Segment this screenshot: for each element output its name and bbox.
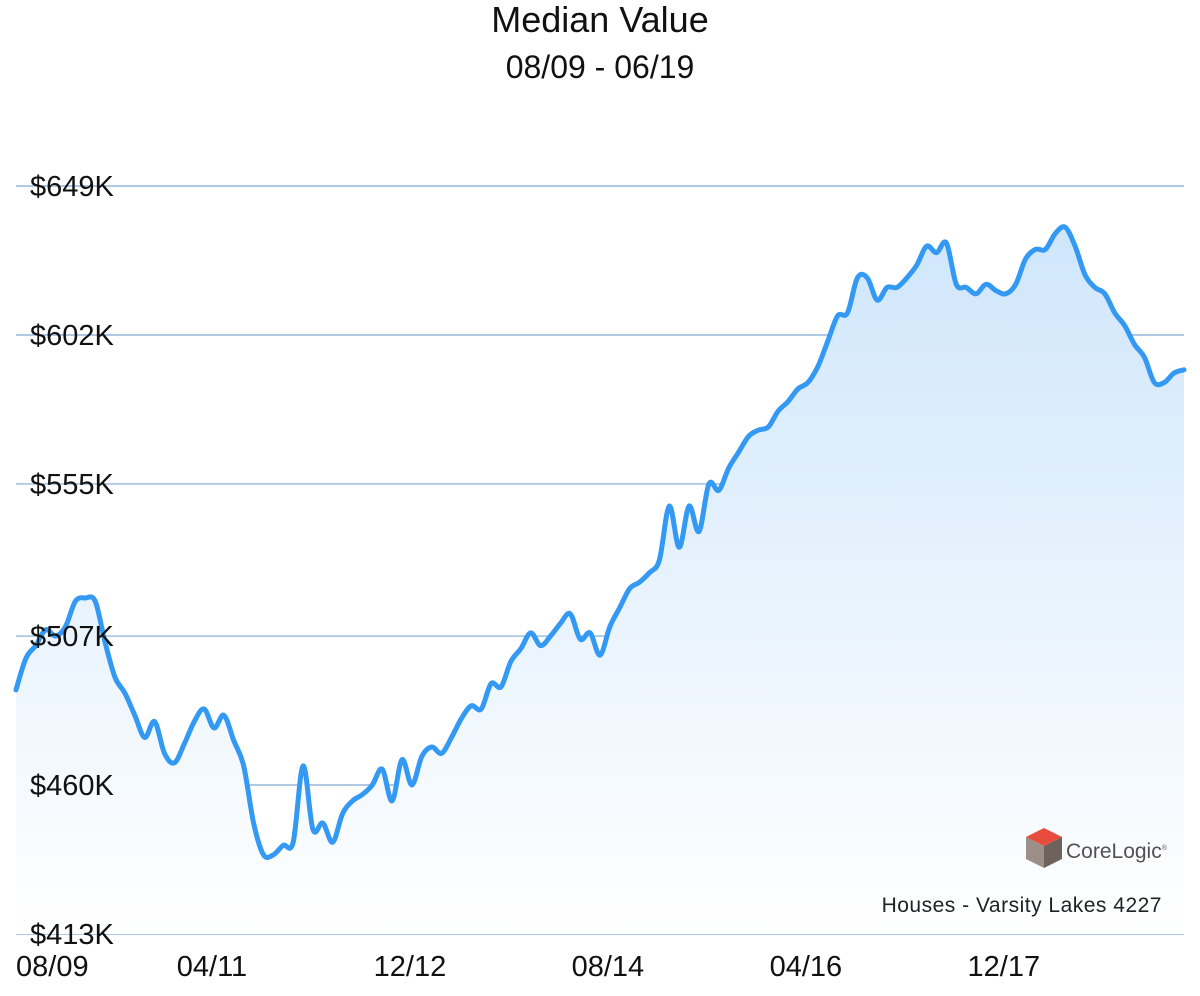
series-area: [16, 226, 1184, 934]
x-tick-label: 08/14: [572, 951, 645, 983]
x-axis-ticks: 08/09 04/11 12/12 08/14 04/16 12/17: [16, 951, 1040, 983]
y-axis-ticks: $649K $602K $555K $507K $460K $413K: [30, 171, 115, 951]
logo-wordmark: CoreLogic®: [1066, 840, 1167, 863]
chart-subtitle: 08/09 - 06/19: [505, 49, 695, 85]
chart-title: Median Value: [491, 0, 709, 40]
x-tick-label: 08/09: [16, 951, 89, 983]
y-tick-label: $507K: [30, 621, 115, 653]
series-line: [13, 224, 1187, 860]
x-tick-label: 04/16: [770, 951, 843, 983]
y-tick-label: $460K: [30, 770, 115, 802]
corelogic-logo: CoreLogic®: [1024, 826, 1174, 870]
chart-caption: Houses - Varsity Lakes 4227: [881, 894, 1162, 917]
y-tick-label: $602K: [30, 320, 115, 352]
y-tick-label: $649K: [30, 171, 115, 203]
cube-logo-icon: [1026, 828, 1062, 868]
x-tick-label: 04/11: [177, 951, 247, 983]
y-tick-label: $413K: [30, 919, 115, 951]
x-tick-label: 12/17: [968, 951, 1041, 983]
y-tick-label: $555K: [30, 469, 115, 501]
x-tick-label: 12/12: [374, 951, 447, 983]
